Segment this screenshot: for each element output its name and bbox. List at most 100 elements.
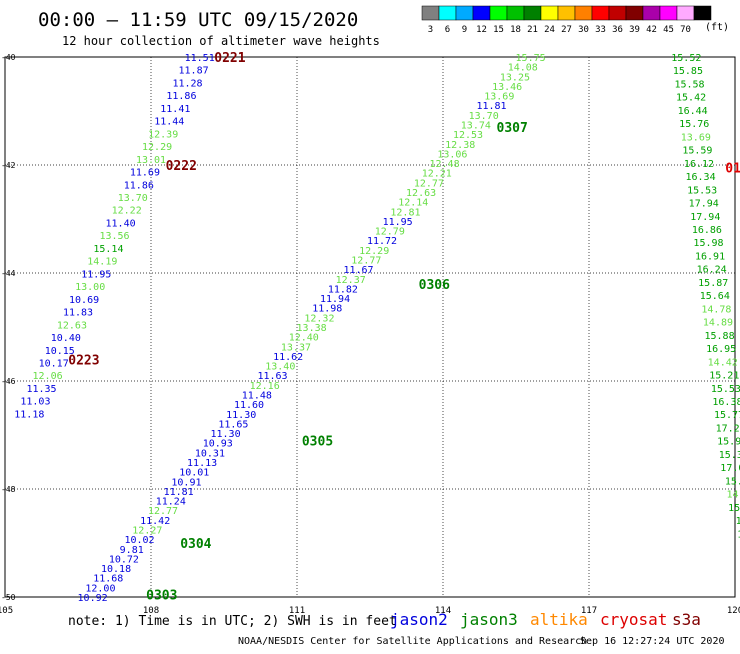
pass-time-label: 0305 (302, 434, 333, 449)
wave-height-value: 15.8 (725, 476, 740, 487)
wave-height-value: 12.39 (148, 129, 178, 140)
colorbar-label: 12 (476, 25, 487, 35)
wave-height-value: 12.22 (112, 206, 142, 217)
wave-height-value: 14.89 (703, 318, 733, 329)
footer-credit: NOAA/NESDIS Center for Satellite Applica… (238, 636, 587, 647)
wave-height-value: 17.20 (716, 423, 740, 434)
colorbar-swatch (422, 6, 439, 20)
wave-height-value: 16.44 (678, 106, 708, 117)
colorbar-label: 24 (544, 25, 555, 35)
wave-height-value: 16.38 (712, 397, 740, 408)
colorbar-swatch (541, 6, 558, 20)
pass-time-label: 0304 (180, 537, 211, 552)
wave-height-value: 16.86 (692, 225, 722, 236)
wave-height-value: 14.4 (726, 490, 740, 501)
wave-height-value: 13.69 (681, 132, 711, 143)
colorbar-label: 45 (663, 25, 674, 35)
pass-time-label: 0222 (166, 159, 197, 174)
colorbar-swatch (694, 6, 711, 20)
wave-height-value: 16.24 (697, 265, 727, 276)
wave-height-value: 11.28 (172, 78, 202, 89)
wave-height-value: 15.64 (700, 291, 730, 302)
colorbar-label: 18 (510, 25, 521, 35)
footer-timestamp: Sep 16 12:27:24 UTC 2020 (580, 636, 725, 647)
colorbar-label: 30 (578, 25, 589, 35)
colorbar-swatch (660, 6, 677, 20)
colorbar-swatch (558, 6, 575, 20)
satellite-legend: jason2 jason3 altika cryosat s3a (390, 610, 701, 629)
chart-title: 00:00 – 11:59 UTC 09/15/2020 (38, 9, 358, 31)
colorbar-label: 70 (680, 25, 691, 35)
colorbar-unit: (ft) (705, 22, 729, 33)
wave-height-value: 15.53 (687, 185, 717, 196)
pass-time-label: 0303 (146, 588, 177, 603)
colorbar-label: 3 (428, 25, 433, 35)
wave-height-value: 15.85 (673, 66, 703, 77)
colorbar-swatch (626, 6, 643, 20)
pass-time-label: 0306 (419, 278, 450, 293)
wave-height-value: 11.86 (124, 180, 154, 191)
colorbar-swatch (456, 6, 473, 20)
pass-time-label: 0307 (497, 121, 528, 136)
wave-height-value: 14.42 (708, 357, 738, 368)
wave-height-value: 15.53 (711, 384, 740, 395)
wave-height-value: 16.34 (686, 172, 716, 183)
wave-height-value: 15.77 (714, 410, 740, 421)
legend-item-jason2: jason2 (390, 610, 448, 629)
wave-height-value: 15.14 (93, 244, 123, 255)
wave-height-value: 12.63 (57, 320, 87, 331)
chart-subtitle: 12 hour collection of altimeter wave hei… (62, 34, 380, 48)
y-tick-label: -40 (1, 53, 16, 62)
colorbar-swatch (524, 6, 541, 20)
wave-height-value: 15.58 (674, 79, 704, 90)
colorbar-swatch (490, 6, 507, 20)
legend-item-s3a: s3a (672, 610, 701, 629)
wave-height-value: 11.03 (20, 397, 50, 408)
footer-note: note: 1) Time is in UTC; 2) SWH is in fe… (68, 614, 397, 629)
legend-item-cryosat: cryosat (600, 610, 667, 629)
colorbar-label: 36 (612, 25, 623, 35)
wave-height-value: 11.40 (106, 218, 136, 229)
x-tick-label: 105 (0, 606, 13, 616)
y-tick-label: -50 (1, 593, 16, 602)
wave-height-value: 16.91 (695, 251, 725, 262)
wave-height-value: 11.41 (160, 104, 190, 115)
wave-height-value: 15.21 (709, 371, 739, 382)
legend-item-altika: altika (530, 610, 588, 629)
wave-height-value: 15.36 (719, 450, 740, 461)
colorbar-label: 42 (646, 25, 657, 35)
wave-height-value: 13.00 (75, 282, 105, 293)
legend-item-jason3: jason3 (460, 610, 518, 629)
wave-height-value: 11.83 (63, 308, 93, 319)
wave-height-value: 14.19 (87, 257, 117, 268)
wave-height-value: 13.56 (99, 231, 129, 242)
wave-height-value: 11.86 (166, 91, 196, 102)
wave-height-value: 16.95 (706, 344, 736, 355)
wave-height-value: 11.51 (185, 53, 215, 64)
colorbar-swatch (473, 6, 490, 20)
colorbar-swatch (643, 6, 660, 20)
wave-height-value: 11.35 (26, 384, 56, 395)
wave-height-value: 10.92 (78, 593, 108, 604)
wave-height-value: 15.4 (728, 503, 740, 514)
colorbar-label: 27 (561, 25, 572, 35)
wave-height-value: 10.69 (69, 295, 99, 306)
wave-height-value: 12.06 (33, 371, 63, 382)
wave-height-value: 11.95 (81, 269, 111, 280)
wave-height-value: 13.70 (118, 193, 148, 204)
wave-height-value: 15.88 (704, 331, 734, 342)
wave-height-value: 15.42 (676, 93, 706, 104)
wave-height-value: 17.94 (689, 199, 719, 210)
colorbar-label: 39 (629, 25, 640, 35)
wave-height-value: 14.78 (701, 304, 731, 315)
colorbar-label: 33 (595, 25, 606, 35)
wave-height-value: 13.01 (136, 155, 166, 166)
wave-height-value: 16.12 (684, 159, 714, 170)
colorbar-swatch (575, 6, 592, 20)
wave-height-value: 15.76 (679, 119, 709, 130)
wave-height-value: 17.94 (690, 212, 720, 223)
wave-height-value: 10.17 (39, 358, 69, 369)
x-tick-label: 120 (727, 606, 740, 616)
